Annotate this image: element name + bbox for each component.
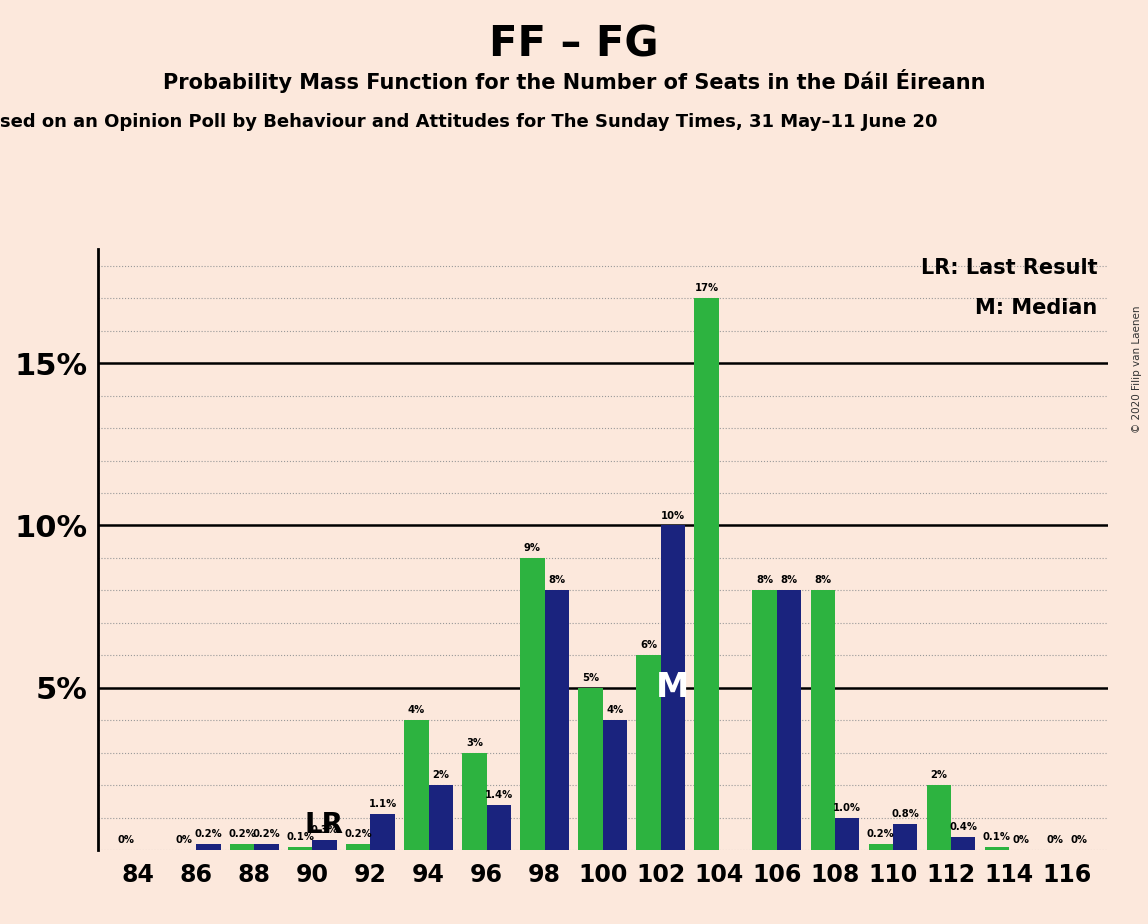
Text: 0.1%: 0.1%: [983, 832, 1011, 842]
Text: 0%: 0%: [1047, 835, 1063, 845]
Bar: [835, 818, 860, 850]
Text: 10%: 10%: [661, 511, 685, 520]
Text: 0%: 0%: [1013, 835, 1030, 845]
Bar: [463, 753, 487, 850]
Text: 4%: 4%: [606, 705, 623, 715]
Bar: [404, 720, 428, 850]
Text: sed on an Opinion Poll by Behaviour and Attitudes for The Sunday Times, 31 May–1: sed on an Opinion Poll by Behaviour and …: [0, 113, 938, 130]
Text: 5%: 5%: [582, 673, 599, 683]
Text: 6%: 6%: [639, 640, 657, 650]
Text: 1.4%: 1.4%: [484, 790, 513, 800]
Bar: [661, 526, 685, 850]
Bar: [810, 590, 835, 850]
Bar: [985, 846, 1009, 850]
Text: 0.2%: 0.2%: [228, 829, 256, 839]
Text: 2%: 2%: [930, 771, 947, 780]
Bar: [869, 844, 893, 850]
Text: 1.0%: 1.0%: [833, 803, 861, 813]
Text: 17%: 17%: [695, 284, 719, 293]
Bar: [636, 655, 661, 850]
Bar: [893, 824, 917, 850]
Text: M: Median: M: Median: [976, 298, 1097, 318]
Text: Probability Mass Function for the Number of Seats in the Dáil Éireann: Probability Mass Function for the Number…: [163, 69, 985, 93]
Text: 2%: 2%: [432, 771, 449, 780]
Text: 8%: 8%: [814, 576, 831, 586]
Text: 4%: 4%: [408, 705, 425, 715]
Bar: [312, 840, 336, 850]
Text: 0%: 0%: [176, 835, 193, 845]
Text: 0%: 0%: [117, 835, 134, 845]
Text: 0.3%: 0.3%: [311, 825, 339, 835]
Bar: [487, 805, 511, 850]
Text: LR: LR: [304, 810, 343, 839]
Text: 3%: 3%: [466, 738, 483, 748]
Text: 0.8%: 0.8%: [891, 809, 920, 820]
Text: 0.4%: 0.4%: [949, 822, 977, 833]
Text: © 2020 Filip van Laenen: © 2020 Filip van Laenen: [1132, 306, 1142, 433]
Text: 0.2%: 0.2%: [344, 829, 372, 839]
Bar: [603, 720, 627, 850]
Bar: [371, 814, 395, 850]
Text: 9%: 9%: [523, 543, 541, 553]
Text: LR: Last Result: LR: Last Result: [921, 259, 1097, 278]
Bar: [196, 844, 220, 850]
Bar: [544, 590, 569, 850]
Text: M: M: [657, 671, 690, 704]
Bar: [951, 837, 976, 850]
Text: 1.1%: 1.1%: [369, 799, 397, 809]
Bar: [428, 785, 453, 850]
Text: FF – FG: FF – FG: [489, 23, 659, 65]
Text: 0.2%: 0.2%: [867, 829, 894, 839]
Text: 0%: 0%: [1071, 835, 1088, 845]
Bar: [346, 844, 371, 850]
Bar: [255, 844, 279, 850]
Text: 8%: 8%: [757, 576, 774, 586]
Bar: [230, 844, 255, 850]
Text: 8%: 8%: [781, 576, 798, 586]
Bar: [777, 590, 801, 850]
Text: 0.2%: 0.2%: [253, 829, 280, 839]
Text: 0.2%: 0.2%: [195, 829, 223, 839]
Bar: [520, 558, 544, 850]
Text: 0.1%: 0.1%: [286, 832, 315, 842]
Bar: [579, 687, 603, 850]
Bar: [752, 590, 777, 850]
Text: 8%: 8%: [549, 576, 566, 586]
Bar: [695, 298, 719, 850]
Bar: [926, 785, 951, 850]
Bar: [288, 846, 312, 850]
